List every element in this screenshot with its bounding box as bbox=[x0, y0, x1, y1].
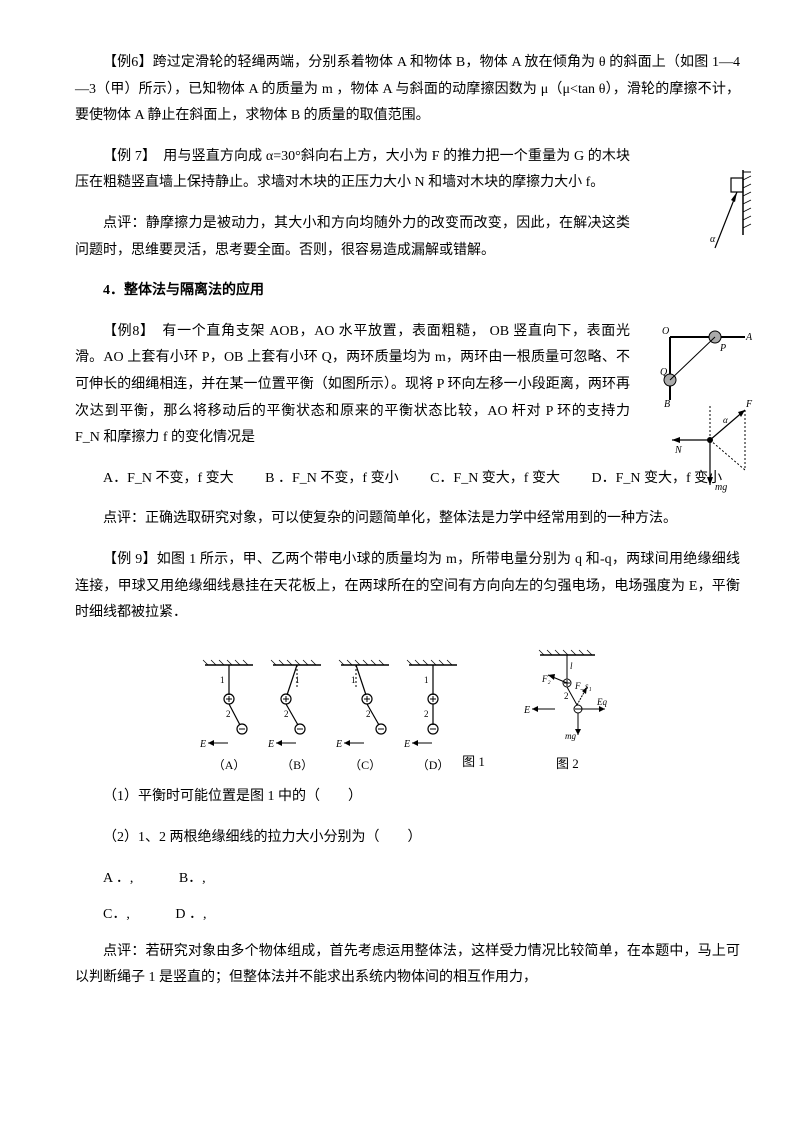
svg-text:F₂: F₂ bbox=[541, 674, 551, 684]
svg-text:mg: mg bbox=[565, 731, 576, 741]
example-6-text: 【例6】跨过定滑轮的轻绳两端，分别系着物体 A 和物体 B，物体 A 放在倾角为… bbox=[75, 50, 740, 130]
figure-1a: 1 2 E （A） bbox=[200, 657, 258, 777]
fig-1-caption: 图 1 bbox=[462, 754, 485, 769]
example-8-text: 【例8】 有一个直角支架 AOB，AO 水平放置，表面粗糙， OB 竖直向下，表… bbox=[75, 319, 630, 452]
svg-text:N: N bbox=[674, 445, 683, 456]
figure-ex8-svg: O A P Q B F α N mg bbox=[660, 325, 755, 505]
section-4-title: 4．整体法与隔离法的应用 bbox=[75, 278, 740, 305]
example-7-text: 【例 7】 用与竖直方向成 α=30°斜向右上方，大小为 F 的推力把一个重量为… bbox=[75, 144, 630, 197]
svg-text:A: A bbox=[745, 332, 753, 343]
figure-ex7-svg: α bbox=[695, 170, 755, 255]
figure-1-group: 1 2 E （A） 1 2 E bbox=[200, 647, 485, 777]
fig-2-caption: 图 2 bbox=[556, 752, 579, 777]
svg-text:2: 2 bbox=[366, 709, 371, 719]
ans-a: A ．, bbox=[103, 871, 133, 886]
figure-1b: 1 2 E （B） bbox=[268, 657, 326, 777]
figure-ex8: O A P Q B F α N mg bbox=[660, 325, 755, 505]
svg-text:1: 1 bbox=[220, 675, 225, 685]
svg-text:mg: mg bbox=[715, 482, 727, 493]
svg-text:E: E bbox=[268, 739, 274, 750]
figure-1c: 1 2 E （C） bbox=[336, 657, 394, 777]
svg-text:1: 1 bbox=[351, 675, 356, 685]
choice-b: B ．F_N 不变，f 变小 bbox=[265, 471, 398, 486]
figure-2: l F₂ F_s₁ 2 Eq mg E 图 2 bbox=[520, 647, 615, 777]
svg-text:E: E bbox=[523, 705, 530, 716]
example-9-q2: （2）1、2 两根绝缘细线的拉力大小分别为（ ） bbox=[75, 825, 740, 852]
example-8-comment: 点评：正确选取研究对象，可以使复杂的问题简单化，整体法是力学中经常用到的一种方法… bbox=[75, 506, 740, 533]
svg-text:2: 2 bbox=[284, 709, 289, 719]
svg-text:F: F bbox=[745, 399, 753, 410]
figure-ex7: α bbox=[695, 170, 755, 255]
svg-text:2: 2 bbox=[424, 709, 429, 719]
choice-c: C．F_N 变大，f 变大 bbox=[430, 471, 560, 486]
svg-text:α: α bbox=[723, 415, 728, 425]
example-9-q1: （1）平衡时可能位置是图 1 中的（ ） bbox=[75, 784, 740, 811]
svg-text:Eq: Eq bbox=[596, 697, 607, 707]
example-9-ans-row1: A ．, B．, bbox=[75, 866, 740, 893]
figure-row: 1 2 E （A） 1 2 E bbox=[75, 647, 740, 777]
svg-text:E: E bbox=[200, 739, 206, 750]
svg-text:Q: Q bbox=[660, 367, 668, 378]
svg-text:F_s₁: F_s₁ bbox=[574, 681, 592, 691]
example-9-comment: 点评：若研究对象由多个物体组成，首先考虑运用整体法，这样受力情况比较简单，在本题… bbox=[75, 939, 740, 992]
figure-1d: 1 2 E （D） bbox=[404, 657, 462, 777]
svg-text:1: 1 bbox=[424, 675, 429, 685]
choice-a: A．F_N 不变，f 变大 bbox=[103, 471, 234, 486]
svg-text:B: B bbox=[664, 399, 670, 410]
fig-label-c: （C） bbox=[349, 754, 381, 777]
svg-text:2: 2 bbox=[564, 691, 569, 701]
svg-text:1: 1 bbox=[295, 675, 300, 685]
svg-text:P: P bbox=[719, 343, 726, 354]
ans-b: B．, bbox=[179, 871, 206, 886]
example-7-comment: 点评：静摩擦力是被动力，其大小和方向均随外力的改变而改变，因此，在解决这类问题时… bbox=[75, 211, 630, 264]
ans-c: C．, bbox=[103, 907, 130, 922]
example-9-text: 【例 9】如图 1 所示，甲、乙两个带电小球的质量均为 m，所带电量分别为 q … bbox=[75, 547, 740, 627]
example-8-choices: A．F_N 不变，f 变大 B ．F_N 不变，f 变小 C．F_N 变大，f … bbox=[75, 466, 740, 493]
example-9-ans-row2: C．, D ．, bbox=[75, 902, 740, 929]
svg-text:α: α bbox=[710, 234, 716, 245]
fig-label-d: （D） bbox=[417, 754, 450, 777]
svg-text:E: E bbox=[404, 739, 410, 750]
fig-label-b: （B） bbox=[281, 754, 313, 777]
svg-text:l: l bbox=[570, 661, 573, 671]
ans-d: D ．, bbox=[175, 907, 206, 922]
svg-text:O: O bbox=[662, 326, 669, 337]
svg-text:2: 2 bbox=[226, 709, 231, 719]
svg-text:E: E bbox=[336, 739, 342, 750]
fig-label-a: （A） bbox=[213, 754, 246, 777]
